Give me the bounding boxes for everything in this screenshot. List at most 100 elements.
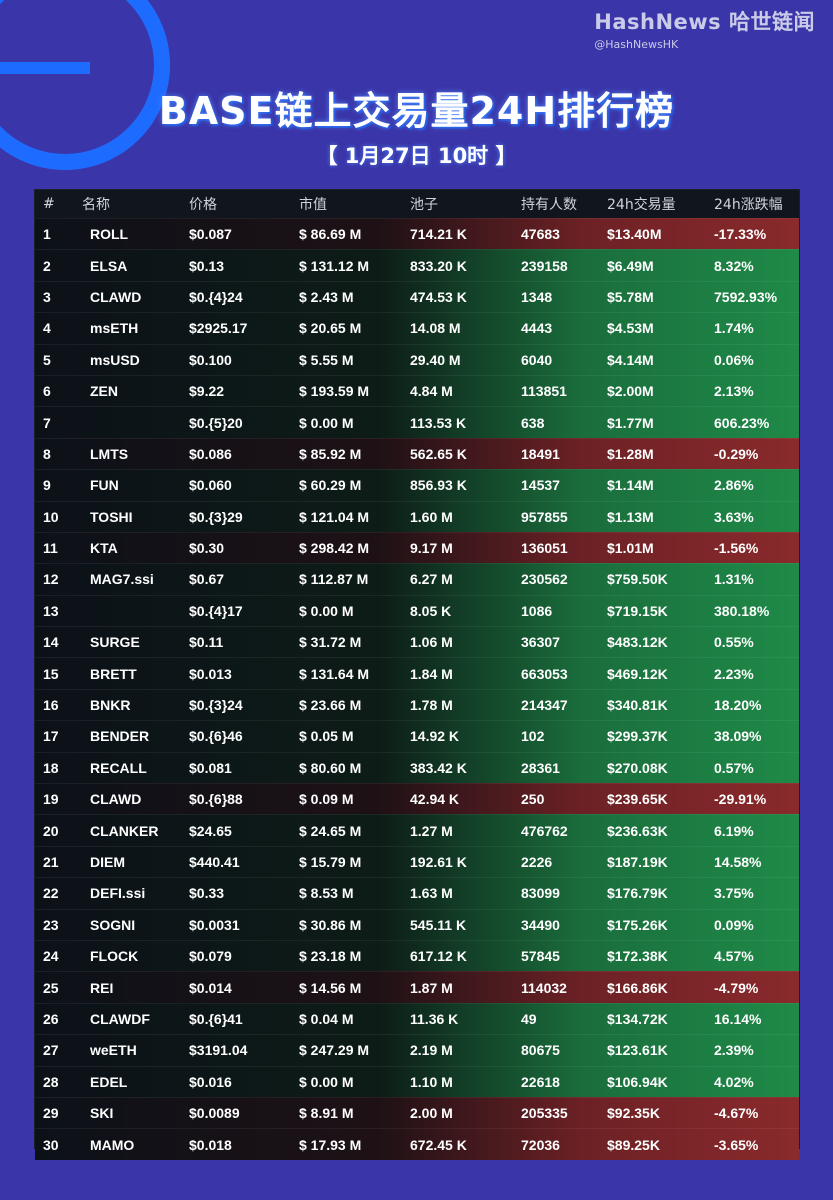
price-cell: $0.018	[189, 1136, 232, 1153]
pool-cell: 1.27 M	[410, 822, 453, 839]
volume-cell: $239.65K	[607, 791, 668, 808]
table-row: 23 SOGNI $0.0031 $ 30.86 M 545.11 K 34490 $175…	[35, 908, 799, 940]
change-cell: 1.74%	[714, 320, 754, 337]
name-cell: msUSD	[90, 351, 140, 368]
market-cap-cell: $ 112.87 M	[299, 571, 369, 588]
price-cell: $0.13	[189, 257, 225, 274]
name-cell: FLOCK	[90, 948, 139, 965]
volume-cell: $236.63K	[607, 822, 668, 839]
rank-cell: 27	[43, 1042, 59, 1059]
holders-cell: 72036	[521, 1136, 560, 1153]
holders-cell: 250	[521, 791, 545, 808]
market-cap-cell: $ 15.79 M	[299, 854, 362, 870]
pool-cell: 14.92 K	[410, 728, 460, 745]
table-row: 2 ELSA $0.13 $ 131.12 M 833.20 K 239158 $6.49M…	[35, 249, 799, 281]
volume-cell: $1.01M	[607, 540, 654, 557]
table-row: 29 SKI $0.0089 $ 8.91 M 2.00 M 205335 $92.35K -…	[35, 1096, 799, 1129]
holders-cell: 34490	[521, 916, 560, 933]
volume-cell: $187.19K	[607, 854, 668, 870]
price-cell: $0.{6}41	[189, 1010, 243, 1027]
name-cell: LMTS	[90, 445, 129, 462]
pool-cell: 8.05 K	[410, 602, 452, 619]
name-cell: CLAWD	[90, 288, 142, 305]
change-cell: 14.58%	[714, 854, 762, 870]
ranking-table: # 名称 价格 市值 池子 持有人数 24h交易量 24h涨跌幅 1 ROLL $0…	[34, 189, 800, 1160]
price-cell: $0.0089	[189, 1105, 240, 1122]
rank-cell: 29	[43, 1105, 59, 1122]
price-cell: $0.{4}24	[189, 288, 243, 305]
volume-cell: $123.61K	[607, 1042, 668, 1059]
market-cap-cell: $ 20.65 M	[299, 320, 362, 337]
price-cell: $0.{6}88	[189, 791, 243, 808]
page-title: BASE链上交易量24H排行榜	[158, 89, 675, 133]
holders-cell: 1348	[521, 288, 553, 305]
volume-cell: $92.35K	[607, 1105, 660, 1122]
name-cell: MAG7.ssi	[90, 571, 154, 588]
table-row: 26 CLAWDF $0.{6}41 $ 0.04 M 11.36 K 49 $134.72…	[35, 1002, 799, 1035]
name-cell: BNKR	[90, 697, 131, 714]
market-cap-cell: $ 31.72 M	[299, 634, 362, 651]
price-cell: $0.086	[189, 445, 232, 462]
rank-cell: 15	[43, 665, 59, 682]
pool-cell: 545.11 K	[410, 916, 467, 933]
holders-cell: 80675	[521, 1042, 560, 1059]
brand-block: HashNews 哈世链闻 @HashNewsHK	[594, 6, 815, 51]
market-cap-cell: $ 5.55 M	[299, 351, 354, 368]
name-cell: SURGE	[90, 634, 140, 651]
rank-cell: 24	[43, 948, 59, 965]
table-row: 5 msUSD $0.100 $ 5.55 M 29.40 M 6040 $4.14M 0.0…	[35, 343, 799, 375]
rank-cell: 22	[43, 885, 59, 902]
table-row: 30 MAMO $0.018 $ 17.93 M 672.45 K 72036 $89.25…	[35, 1128, 799, 1160]
table-row: 22 DEFI.ssi $0.33 $ 8.53 M 1.63 M 83099 $176.7…	[35, 877, 799, 909]
name-cell: KTA	[90, 540, 118, 557]
pool-cell: 714.21 K	[410, 226, 467, 243]
holders-cell: 18491	[521, 445, 560, 462]
holders-cell: 28361	[521, 759, 560, 776]
change-cell: 606.23%	[714, 414, 770, 431]
market-cap-cell: $ 247.29 M	[299, 1042, 370, 1059]
pool-cell: 1.60 M	[410, 508, 453, 525]
holders-cell: 22618	[521, 1073, 560, 1090]
pool-cell: 562.65 K	[410, 445, 467, 462]
market-cap-cell: $ 0.04 M	[299, 1010, 354, 1027]
change-cell: 18.20%	[714, 697, 762, 714]
market-cap-cell: $ 0.05 M	[299, 728, 354, 745]
table-row: 6 ZEN $9.22 $ 193.59 M 4.84 M 113851 $2.00M 2.1…	[35, 374, 799, 407]
holders-cell: 663053	[521, 665, 568, 682]
volume-cell: $1.77M	[607, 414, 654, 431]
price-cell: $0.079	[189, 948, 232, 965]
table-row: 7 $0.{5}20 $ 0.00 M 113.53 K 638 $1.77M 606.23…	[35, 406, 799, 438]
table-row: 8 LMTS $0.086 $ 85.92 M 562.65 K 18491 $1.28M -…	[35, 437, 799, 470]
change-cell: 3.63%	[714, 508, 754, 525]
pool-cell: 9.17 M	[410, 540, 453, 557]
price-cell: $440.41	[189, 854, 240, 870]
holders-cell: 4443	[521, 320, 553, 337]
volume-cell: $299.37K	[607, 728, 668, 745]
market-cap-cell: $ 80.60 M	[299, 759, 362, 776]
price-cell: $24.65	[189, 822, 232, 839]
name-cell: BRETT	[90, 665, 137, 682]
pool-cell: 2.19 M	[410, 1042, 453, 1059]
change-cell: 0.09%	[714, 916, 754, 933]
change-cell: 16.14%	[714, 1010, 762, 1027]
market-cap-cell: $ 121.04 M	[299, 508, 370, 525]
volume-cell: $166.86K	[607, 979, 668, 996]
change-cell: 8.32%	[714, 257, 754, 274]
rank-cell: 8	[43, 445, 51, 462]
table-row: 9 FUN $0.060 $ 60.29 M 856.93 K 14537 $1.14M 2.…	[35, 469, 799, 501]
pool-cell: 192.61 K	[410, 854, 467, 870]
market-cap-cell: $ 17.93 M	[299, 1136, 362, 1153]
change-cell: 38.09%	[714, 728, 762, 745]
holders-cell: 2226	[521, 854, 553, 870]
volume-cell: $106.94K	[607, 1073, 668, 1090]
rank-cell: 19	[43, 791, 59, 808]
holders-cell: 57845	[521, 948, 560, 965]
change-cell: 2.39%	[714, 1042, 754, 1059]
pool-cell: 1.06 M	[410, 634, 453, 651]
volume-cell: $483.12K	[607, 634, 668, 651]
holders-cell: 6040	[521, 351, 553, 368]
price-cell: $0.081	[189, 759, 232, 776]
pool-cell: 383.42 K	[410, 759, 467, 776]
name-cell: ROLL	[90, 226, 129, 243]
pool-cell: 833.20 K	[410, 257, 467, 274]
